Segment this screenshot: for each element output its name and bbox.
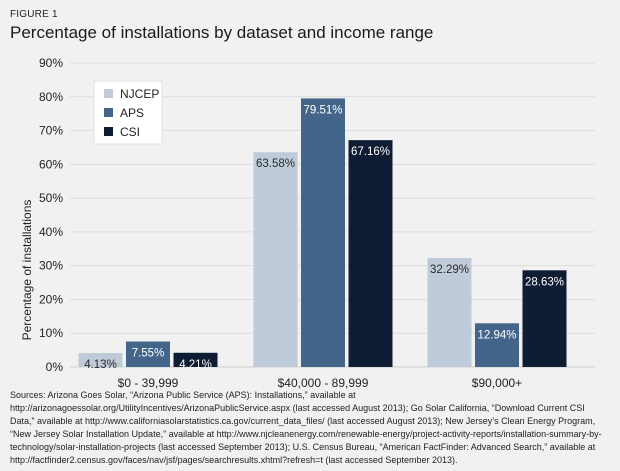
bars [78, 98, 567, 367]
y-tick-label: 10% [39, 326, 63, 340]
bar-aps [301, 98, 345, 367]
y-tick-label: 30% [39, 259, 63, 273]
bar-csi [173, 352, 218, 367]
legend-label: APS [120, 106, 144, 120]
legend-label: NJCEP [120, 87, 159, 101]
x-tick-label: $40,000 - 89,999 [278, 376, 369, 390]
bar-data-label: 4.21% [179, 359, 212, 371]
bar-njcep [253, 152, 298, 367]
bar-csi [348, 140, 393, 367]
bar-labels: 4.13% 7.55% 4.21% 63.58% 79.51% 67.16% 32.29% 1… [84, 104, 564, 371]
y-tick-label: 60% [39, 157, 63, 171]
y-axis-label: Percentage of installations [20, 200, 34, 341]
legend-label: CSI [120, 125, 140, 139]
x-tick-label: $0 - 39,999 [118, 376, 179, 390]
bar-data-label: 32.29% [430, 264, 469, 276]
bar-data-label: 28.63% [525, 276, 564, 288]
bar-aps [475, 323, 519, 367]
sources-note: Sources: Arizona Goes Solar, “Arizona Pu… [10, 390, 602, 465]
y-axis-ticks: 0% 10% 20% 30% 40% 50% 60% 70% 80% 90% [39, 56, 63, 374]
y-tick-label: 50% [39, 191, 63, 205]
legend-swatch-aps [104, 108, 113, 117]
y-tick-label: 80% [39, 90, 63, 104]
bar-data-label: 67.16% [351, 146, 390, 158]
bar-njcep [427, 257, 472, 367]
bar-data-label: 12.94% [477, 329, 516, 341]
legend-swatch-csi [104, 127, 113, 136]
legend: NJCEP APS CSI [93, 80, 163, 145]
legend-swatch-njcep [104, 89, 113, 98]
bar-njcep [78, 353, 123, 367]
bar-aps [126, 341, 170, 367]
chart-title: Percentage of installations by dataset a… [10, 23, 434, 42]
bar-data-label: 7.55% [132, 347, 165, 359]
y-tick-label: 90% [39, 56, 63, 70]
bar-chart: 0% 10% 20% 30% 40% 50% 60% 70% 80% 90% Percentage… [20, 56, 595, 390]
bar-data-label: 63.58% [256, 158, 295, 170]
y-tick-label: 20% [39, 292, 63, 306]
y-tick-label: 40% [39, 225, 63, 239]
figure-label: FIGURE 1 [10, 9, 58, 20]
bar-csi [522, 270, 567, 367]
y-tick-label: 70% [39, 124, 63, 138]
bar-data-label: 79.51% [303, 104, 342, 116]
y-tick-label: 0% [46, 360, 64, 374]
x-tick-label: $90,000+ [472, 376, 522, 390]
x-axis-ticks: $0 - 39,999 $40,000 - 89,999 $90,000+ [118, 376, 523, 390]
bar-data-label: 4.13% [84, 359, 117, 371]
